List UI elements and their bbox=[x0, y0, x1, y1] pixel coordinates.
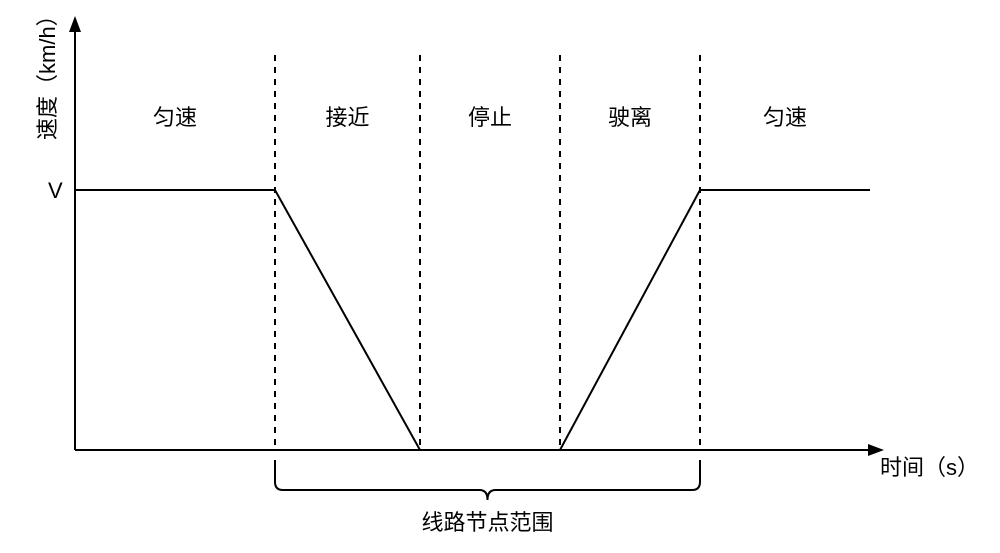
phase-label-2: 接近 bbox=[326, 100, 370, 132]
y-axis-label: 速度（km/h） bbox=[30, 4, 62, 140]
bracket-label: 线路节点范围 bbox=[422, 505, 554, 537]
phase-label-5: 匀速 bbox=[763, 100, 807, 132]
phase-label-4: 驶离 bbox=[608, 100, 652, 132]
phase-label-1: 匀速 bbox=[153, 100, 197, 132]
y-tick-v: V bbox=[48, 178, 63, 204]
chart-svg bbox=[0, 0, 1000, 553]
velocity-time-chart: 速度（km/h） 时间（s） V 匀速 接近 停止 驶离 匀速 线路节点范围 bbox=[0, 0, 1000, 553]
x-axis-label: 时间（s） bbox=[880, 450, 979, 482]
phase-label-3: 停止 bbox=[468, 100, 512, 132]
